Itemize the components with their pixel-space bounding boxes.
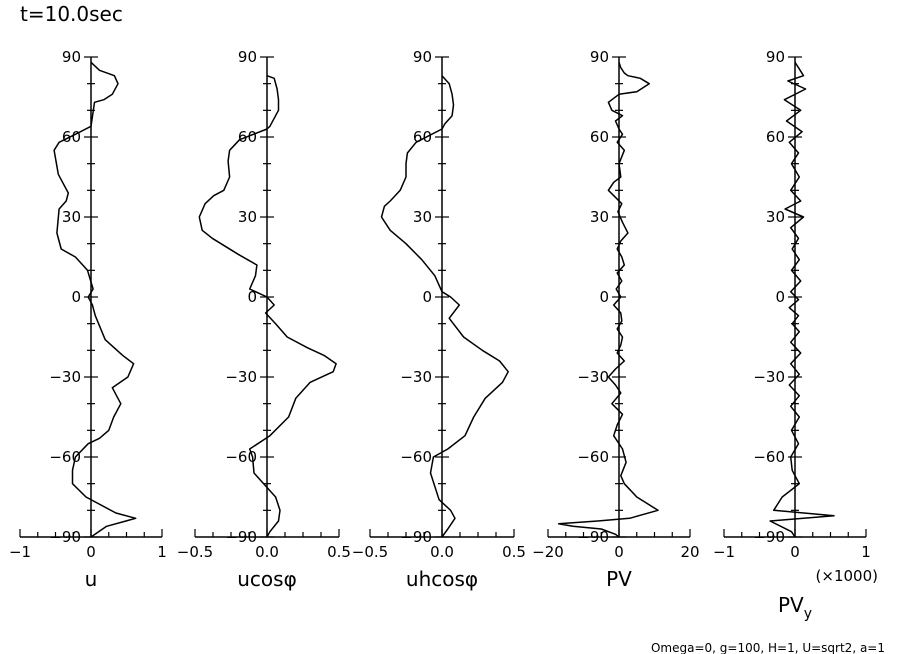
profile-line (198, 74, 337, 538)
x-tick-label: 0 (614, 543, 624, 561)
x-tick-label: 0.5 (327, 543, 351, 561)
profile-line (380, 75, 509, 538)
y-tick-label: 0 (71, 288, 81, 306)
y-tick-label: −90 (400, 528, 432, 546)
y-tick-label: 30 (766, 208, 785, 226)
y-tick-label: −30 (753, 368, 785, 386)
x-tick-label: 1 (861, 543, 871, 561)
x-axis-label: ucosφ (237, 567, 297, 591)
y-tick-label: 60 (590, 128, 609, 146)
x-multiplier-label: (×1000) (816, 567, 878, 585)
y-tick-label: 90 (413, 48, 432, 66)
profile-line (53, 61, 137, 538)
x-axis-label: PVy (778, 593, 812, 622)
panel-4: −20 0 20 −90 −60 −30 0 30 60 90 PV (532, 48, 699, 591)
y-tick-label: 90 (590, 48, 609, 66)
y-tick-label: −60 (49, 448, 81, 466)
x-axis-label: PV (606, 567, 632, 591)
x-tick-label: −0.5 (352, 543, 388, 561)
x-tick-label: 0 (86, 543, 96, 561)
figure-title: t=10.0sec (20, 2, 123, 26)
y-tick-label: −60 (577, 448, 609, 466)
y-tick-label: 30 (238, 208, 257, 226)
y-tick-label: −60 (753, 448, 785, 466)
y-tick-label: 90 (238, 48, 257, 66)
y-tick-label: −30 (49, 368, 81, 386)
profile-line (769, 61, 835, 538)
y-tick-label: −90 (225, 528, 257, 546)
x-tick-label: 20 (680, 543, 699, 561)
y-tick-label: 60 (766, 128, 785, 146)
x-axis-label: uhcosφ (406, 567, 478, 591)
panel-5: −1 0 1 −90 −60 −30 0 30 60 90 PVy(×1000) (713, 48, 878, 622)
x-tick-label: −1 (713, 543, 735, 561)
y-tick-label: −90 (577, 528, 609, 546)
y-tick-label: −90 (753, 528, 785, 546)
x-tick-label: 0 (790, 543, 800, 561)
parameter-footnote: Omega=0, g=100, H=1, U=sqrt2, a=1 (651, 641, 885, 654)
x-tick-label: −0.5 (177, 543, 213, 561)
x-tick-label: −1 (9, 543, 31, 561)
y-tick-label: 30 (62, 208, 81, 226)
y-tick-label: 90 (766, 48, 785, 66)
y-tick-label: −30 (577, 368, 609, 386)
y-tick-label: 30 (413, 208, 432, 226)
y-tick-label: −60 (400, 448, 432, 466)
x-tick-label: 1 (157, 543, 167, 561)
x-tick-label: 0.5 (502, 543, 526, 561)
y-tick-label: −60 (225, 448, 257, 466)
x-tick-label: 0.0 (255, 543, 279, 561)
x-tick-label: −20 (532, 543, 564, 561)
y-tick-label: 0 (422, 288, 432, 306)
x-tick-label: 0.0 (430, 543, 454, 561)
x-axis-label: u (85, 567, 98, 591)
y-tick-label: −90 (49, 528, 81, 546)
y-tick-label: 0 (599, 288, 609, 306)
y-tick-label: 90 (62, 48, 81, 66)
y-tick-label: 0 (247, 288, 257, 306)
y-tick-label: −30 (225, 368, 257, 386)
y-tick-label: 0 (775, 288, 785, 306)
y-tick-label: −30 (400, 368, 432, 386)
panels: −1 0 1 −90 −60 −30 0 30 60 90 u −0.5 0.0 0.5 −90 −60 −30… (9, 48, 878, 622)
y-tick-label: 30 (590, 208, 609, 226)
profile-line (557, 62, 659, 538)
